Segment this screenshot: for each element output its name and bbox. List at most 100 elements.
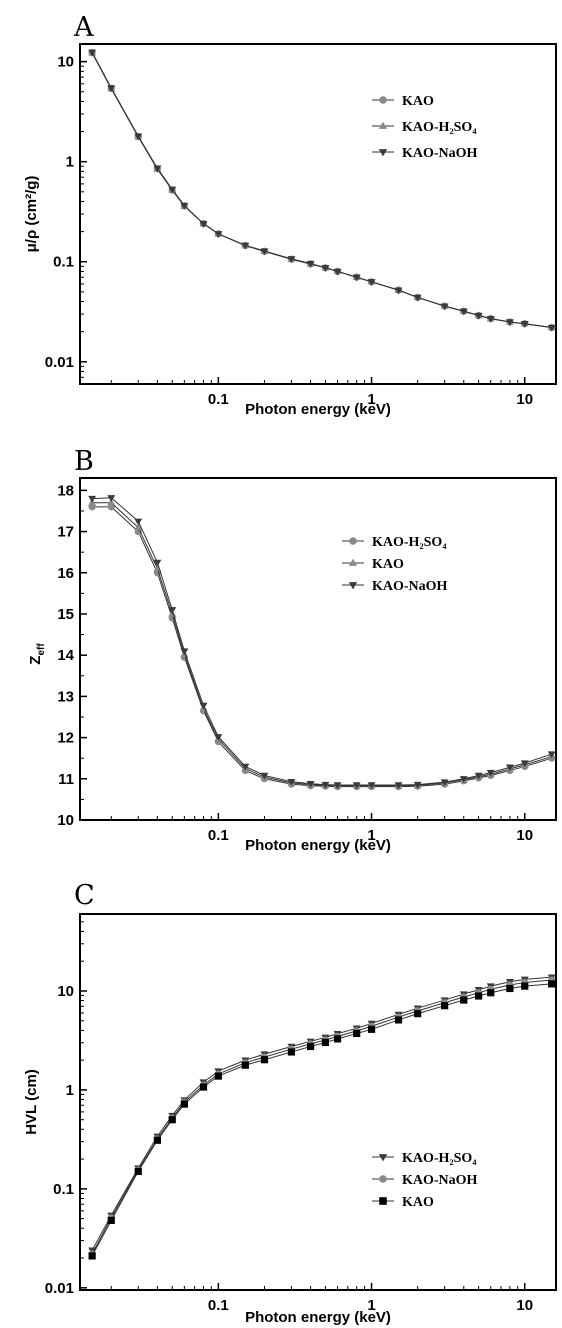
- data-point-b-2-7: [214, 734, 223, 741]
- data-point-c-2-21: [487, 989, 495, 997]
- data-point-a-2-2: [134, 133, 143, 141]
- data-point-c-2-23: [521, 982, 529, 990]
- x-tick-label: 1: [367, 1297, 375, 1314]
- data-point-a-2-8: [241, 242, 250, 250]
- data-point-b-2-3: [153, 559, 162, 567]
- data-point-c-2-24: [548, 980, 556, 988]
- data-point-c-2-0: [88, 1252, 96, 1260]
- data-point-c-2-7: [214, 1072, 222, 1080]
- data-point-b-2-22: [505, 764, 514, 772]
- y-tick-label: 0.01: [45, 354, 74, 371]
- y-axis-title-a: μ/ρ (cm²/g): [23, 176, 40, 253]
- data-point-b-2-9: [260, 772, 269, 780]
- data-point-b-2-20: [474, 772, 483, 780]
- legend-label: KAO-H₂SO₄: [402, 120, 477, 135]
- series-layer-a: [88, 48, 556, 332]
- y-axis-title-c: HVL (cm): [23, 1069, 40, 1135]
- data-point-a-2-9: [260, 248, 269, 256]
- data-point-c-2-3: [153, 1136, 161, 1144]
- data-point-a-2-6: [199, 220, 208, 228]
- legend-marker: [379, 96, 387, 104]
- data-point-c-2-22: [506, 984, 514, 993]
- data-point-c-2-19: [460, 996, 468, 1004]
- legend-label: KAO-H₂SO₄: [372, 535, 447, 550]
- data-point-b-2-10: [287, 778, 296, 786]
- data-point-a-2-1: [107, 85, 116, 93]
- y-tick-label: 17: [57, 524, 74, 541]
- series-line-c-1: [91, 979, 552, 1255]
- plot-frame-c: [79, 913, 557, 1291]
- legend-c: KAO-H₂SO₄ KAO-NaOH KAO: [372, 1151, 478, 1210]
- legend-label: KAO: [402, 94, 434, 109]
- data-point-a-2-10: [287, 256, 296, 263]
- data-point-c-2-16: [394, 1016, 403, 1024]
- plot-frame-a: [79, 43, 557, 385]
- panel-letter-a: A: [73, 12, 94, 43]
- data-point-c-2-20: [475, 992, 483, 1000]
- data-point-c-2-13: [333, 1035, 342, 1043]
- data-point-a-2-15: [367, 279, 376, 286]
- data-point-a-2-22: [505, 319, 514, 327]
- legend-label: KAO-NaOH: [402, 1173, 478, 1188]
- x-tick-label: 10: [516, 391, 533, 408]
- panel-a: A Photon energy (keV) μ/ρ (cm²/g) 0.1 1 10…: [23, 12, 557, 418]
- data-point-b-2-13: [333, 782, 342, 790]
- data-point-b-1-1: [107, 498, 116, 506]
- data-point-a-2-11: [306, 260, 315, 268]
- legend-a: KAO KAO-H₂SO₄ KAO-NaOH: [372, 94, 478, 161]
- data-point-a-2-5: [180, 202, 189, 210]
- y-tick-label: 0.01: [45, 1280, 74, 1297]
- data-point-a-2-21: [486, 315, 495, 323]
- legend-marker: [378, 149, 388, 157]
- legend-label: KAO: [372, 557, 404, 572]
- x-tick-label: 0.1: [208, 827, 229, 844]
- legend-label: KAO-NaOH: [372, 579, 448, 594]
- legend-label: KAO: [402, 1195, 434, 1210]
- x-tick-label: 1: [367, 391, 375, 408]
- ticks-a: 0.1 1 10 0.01 0.1 1 10: [45, 54, 533, 408]
- data-point-c-2-4: [168, 1116, 176, 1124]
- x-tick-label: 0.1: [208, 391, 229, 408]
- ticks-c: 0.1 1 10 0.01 0.1 1 10: [45, 921, 533, 1314]
- panel-b: B Photon energy (keV) Zeff 0.1 1 10 10 11 12 1…: [27, 446, 557, 854]
- data-point-a-2-17: [413, 294, 422, 302]
- data-point-b-2-6: [199, 702, 208, 710]
- y-tick-label: 14: [57, 647, 74, 664]
- legend-label: KAO-H₂SO₄: [402, 1151, 477, 1166]
- x-tick-label: 0.1: [208, 1297, 229, 1314]
- y-tick-label: 0.1: [53, 1181, 74, 1198]
- y-tick-label: 10: [57, 54, 74, 71]
- legend-marker: [349, 537, 357, 545]
- series-layer-c: [88, 974, 556, 1260]
- data-point-a-2-14: [352, 274, 361, 282]
- data-point-b-2-17: [413, 781, 422, 789]
- data-point-b-2-4: [168, 607, 177, 614]
- data-point-a-2-24: [547, 324, 556, 332]
- series-line-a-0: [91, 52, 552, 329]
- data-point-a-2-16: [394, 287, 403, 295]
- data-point-c-2-5: [180, 1100, 188, 1108]
- data-point-c-2-2: [134, 1167, 142, 1176]
- data-point-a-2-23: [520, 321, 529, 328]
- legend-label: KAO-NaOH: [402, 146, 478, 161]
- data-point-c-2-8: [241, 1061, 249, 1069]
- data-point-b-2-19: [459, 776, 468, 783]
- legend-b: KAO-H₂SO₄ KAO KAO-NaOH: [342, 535, 448, 594]
- legend-marker: [379, 1175, 387, 1183]
- data-point-c-2-12: [321, 1038, 330, 1047]
- data-point-b-2-23: [520, 760, 529, 768]
- y-tick-label: 11: [58, 771, 74, 788]
- data-point-a-2-0: [88, 49, 97, 57]
- series-line-b-0: [92, 506, 552, 788]
- legend-marker: [379, 1197, 387, 1205]
- y-tick-label: 15: [57, 606, 74, 623]
- panel-letter-c: C: [74, 880, 95, 911]
- legend-marker: [348, 558, 358, 566]
- ticks-b: 0.1 1 10 10 11 12 13 14 15 16 17 18: [57, 482, 533, 844]
- data-point-c-2-11: [306, 1042, 315, 1051]
- y-tick-label: 1: [66, 1082, 74, 1099]
- data-point-a-2-12: [321, 265, 330, 272]
- panel-c: C Photon energy (keV) HVL (cm) 0.1 1 10 0.0…: [23, 880, 557, 1326]
- data-point-c-2-18: [441, 1002, 449, 1010]
- plot-frame-b: [79, 477, 557, 821]
